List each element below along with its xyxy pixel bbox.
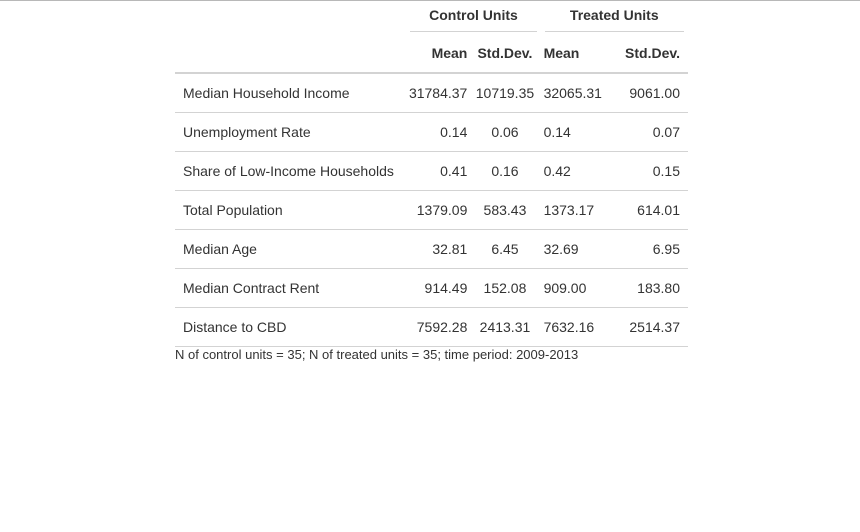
control-mean-cell: 32.81	[406, 229, 470, 269]
group-header-treated: Treated Units	[541, 4, 688, 34]
summary-statistics-table: Control Units Treated Units Mean Std.Dev…	[175, 4, 688, 347]
table-row: Distance to CBD 7592.28 2413.31 7632.16 …	[175, 307, 688, 347]
row-label: Median Household Income	[175, 73, 407, 113]
treated-sd-cell: 0.15	[610, 151, 688, 191]
row-label: Total Population	[175, 190, 407, 230]
top-divider	[0, 0, 860, 1]
control-sd-cell: 10719.35	[469, 73, 541, 113]
empty-subheader-cell	[175, 34, 407, 74]
control-sd-cell: 6.45	[469, 229, 541, 269]
treated-sd-cell: 183.80	[610, 268, 688, 308]
table-row: Median Household Income 31784.37 10719.3…	[175, 73, 688, 113]
control-sd-cell: 0.06	[469, 112, 541, 152]
treated-mean-cell: 7632.16	[540, 307, 611, 347]
row-label: Distance to CBD	[175, 307, 407, 347]
treated-sd-cell: 2514.37	[610, 307, 688, 347]
empty-header-cell	[175, 4, 406, 34]
control-mean-cell: 0.41	[406, 151, 470, 191]
column-header-row: Mean Std.Dev. Mean Std.Dev.	[175, 34, 688, 74]
treated-sd-cell: 6.95	[610, 229, 688, 269]
summary-table-container: Control Units Treated Units Mean Std.Dev…	[175, 4, 688, 347]
group-header-row: Control Units Treated Units	[175, 4, 688, 34]
column-header-control-mean: Mean	[406, 34, 470, 74]
control-mean-cell: 914.49	[406, 268, 470, 308]
table-row: Total Population 1379.09 583.43 1373.17 …	[175, 190, 688, 230]
treated-mean-cell: 0.42	[540, 151, 611, 191]
treated-mean-cell: 32.69	[540, 229, 611, 269]
table-row: Share of Low-Income Households 0.41 0.16…	[175, 151, 688, 191]
table-row: Median Age 32.81 6.45 32.69 6.95	[175, 229, 688, 269]
treated-sd-cell: 9061.00	[610, 73, 688, 113]
treated-mean-cell: 909.00	[540, 268, 611, 308]
control-sd-cell: 0.16	[469, 151, 541, 191]
row-label: Median Contract Rent	[175, 268, 407, 308]
treated-mean-cell: 1373.17	[540, 190, 611, 230]
control-mean-cell: 7592.28	[406, 307, 470, 347]
treated-sd-cell: 614.01	[610, 190, 688, 230]
column-header-treated-sd: Std.Dev.	[610, 34, 688, 74]
control-mean-cell: 31784.37	[406, 73, 470, 113]
table-row: Unemployment Rate 0.14 0.06 0.14 0.07	[175, 112, 688, 152]
column-header-control-sd: Std.Dev.	[469, 34, 541, 74]
column-header-treated-mean: Mean	[540, 34, 611, 74]
row-label: Median Age	[175, 229, 407, 269]
control-sd-cell: 2413.31	[469, 307, 541, 347]
row-label: Share of Low-Income Households	[175, 151, 407, 191]
row-label: Unemployment Rate	[175, 112, 407, 152]
control-sd-cell: 583.43	[469, 190, 541, 230]
control-sd-cell: 152.08	[469, 268, 541, 308]
table-footnote: N of control units = 35; N of treated un…	[175, 347, 579, 362]
treated-units-label: Treated Units	[544, 7, 684, 32]
treated-mean-cell: 0.14	[540, 112, 611, 152]
table-row: Median Contract Rent 914.49 152.08 909.0…	[175, 268, 688, 308]
control-mean-cell: 1379.09	[406, 190, 470, 230]
group-header-control: Control Units	[406, 4, 540, 34]
treated-mean-cell: 32065.31	[540, 73, 611, 113]
control-mean-cell: 0.14	[406, 112, 470, 152]
treated-sd-cell: 0.07	[610, 112, 688, 152]
control-units-label: Control Units	[410, 7, 537, 32]
